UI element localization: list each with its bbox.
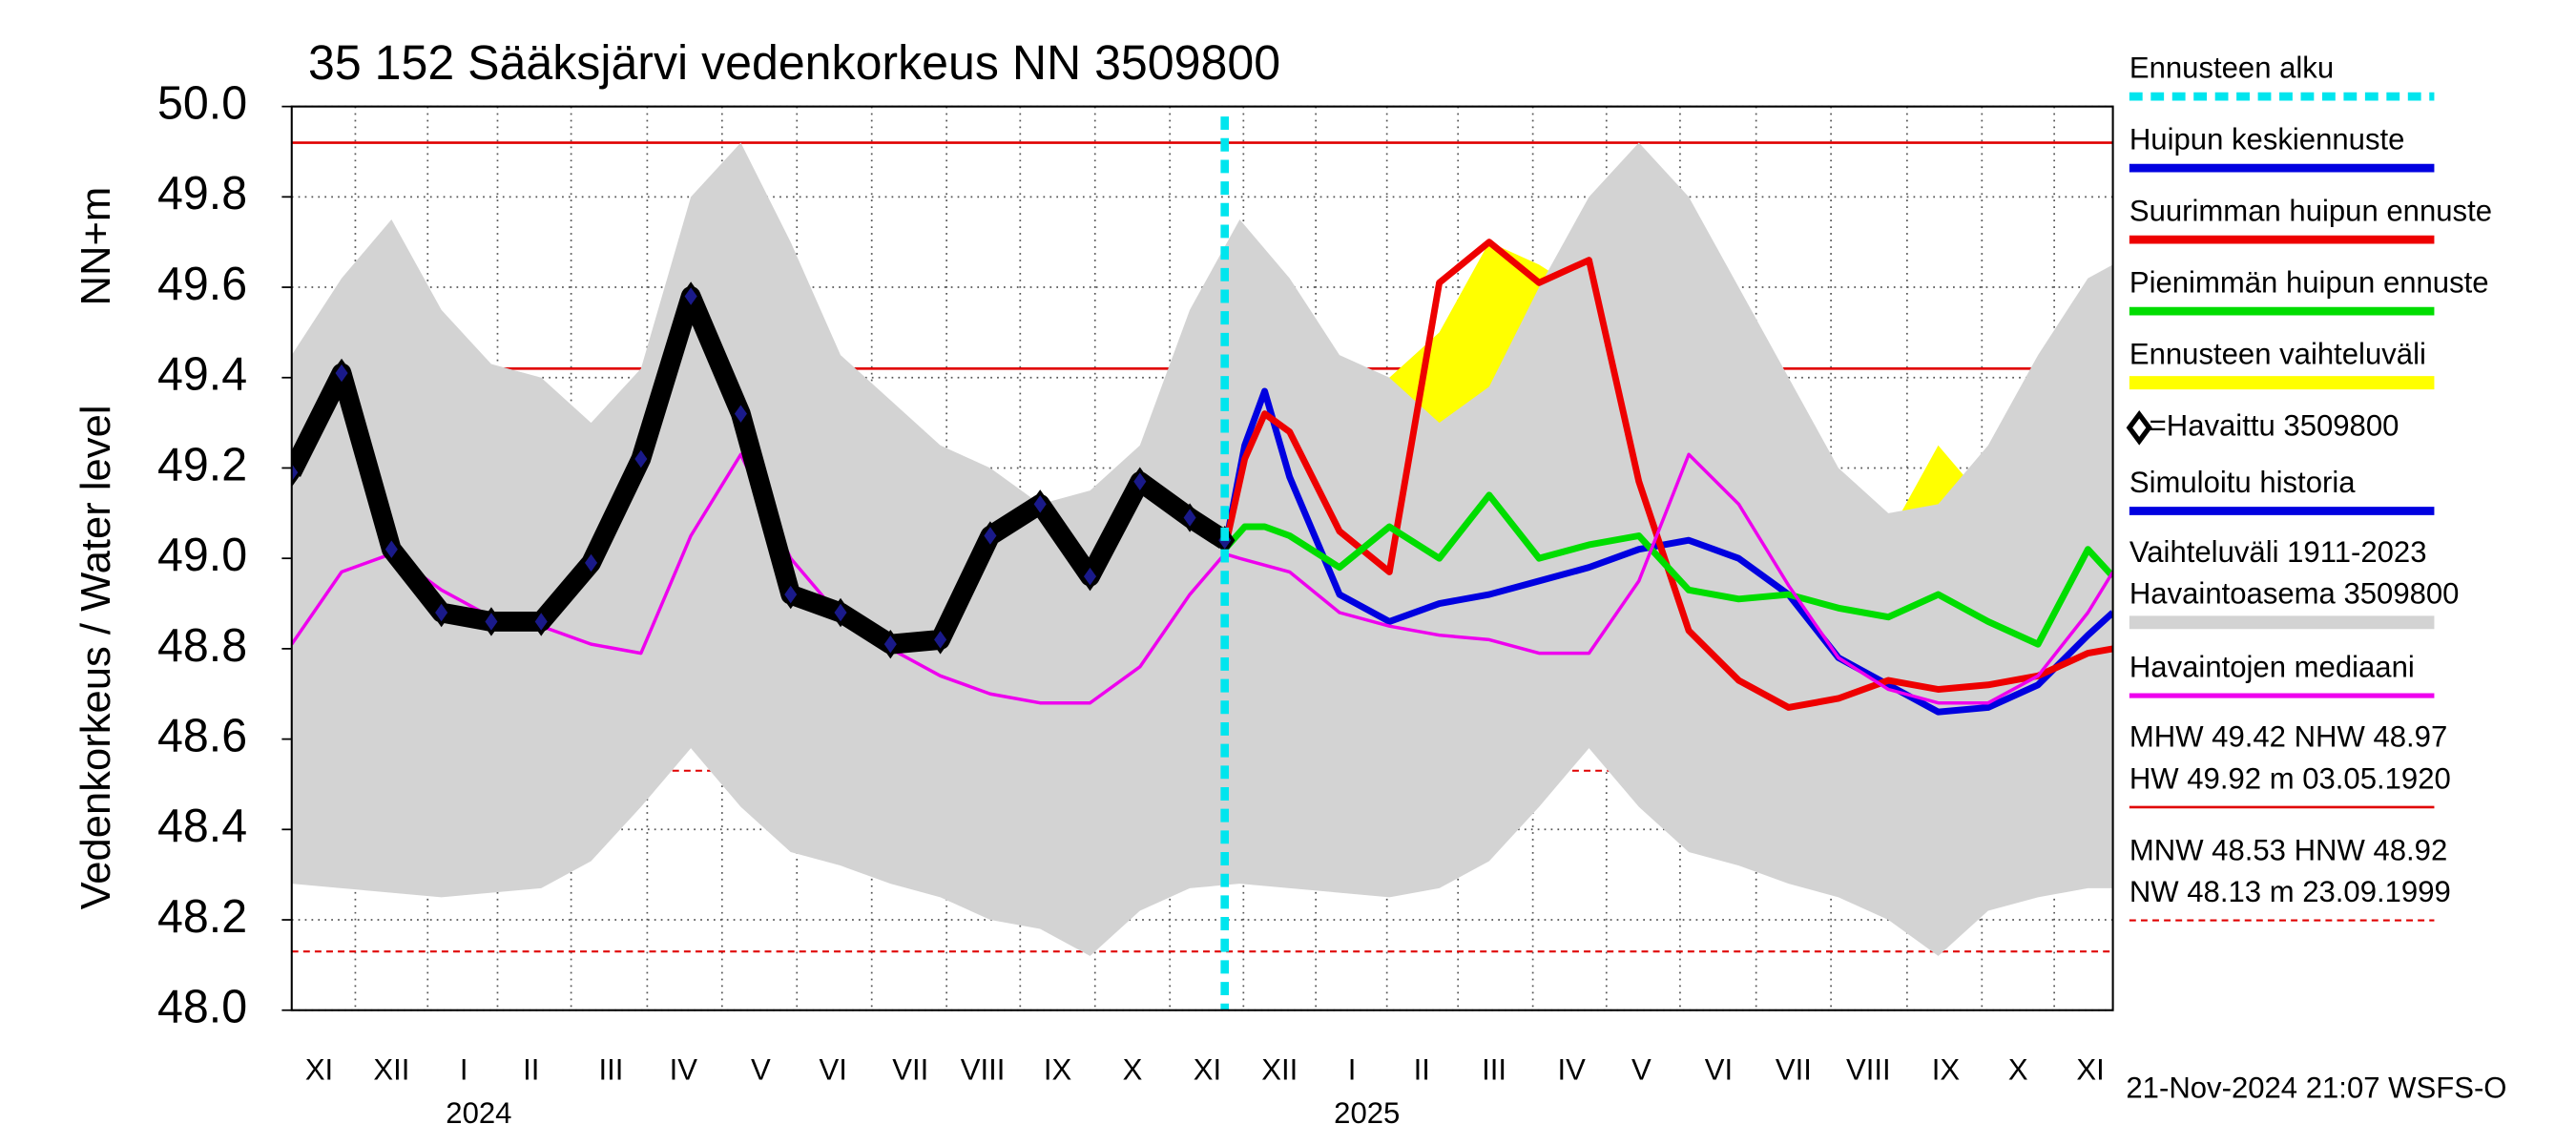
plot-area <box>291 142 2113 956</box>
x-tick-label: IX <box>1932 1052 1961 1086</box>
y-tick-label: 48.4 <box>157 801 247 852</box>
legend-label: Havaintojen mediaani <box>2129 650 2415 683</box>
x-tick-label: X <box>1123 1052 1143 1086</box>
observed-marker <box>430 597 452 628</box>
y-axis-unit: NN+m <box>73 187 119 306</box>
x-tick-label: V <box>751 1052 771 1086</box>
x-tick-label: VI <box>1705 1052 1733 1086</box>
observed-marker <box>580 548 602 578</box>
y-tick-label: 49.0 <box>157 530 247 581</box>
year-label: 2024 <box>446 1096 511 1130</box>
observed-marker <box>830 597 851 628</box>
x-tick-label: VI <box>819 1052 846 1086</box>
x-tick-label: VIII <box>1846 1052 1891 1086</box>
legend-label: Ennusteen vaihteluväli <box>2129 337 2426 370</box>
x-tick-label: XI <box>1194 1052 1221 1086</box>
y-tick-label: 48.0 <box>157 981 247 1032</box>
legend-label: Havaintoasema 3509800 <box>2129 577 2460 611</box>
x-tick-label: IX <box>1044 1052 1072 1086</box>
observed-marker <box>530 607 552 636</box>
x-tick-label: III <box>598 1052 623 1086</box>
x-tick-label: VII <box>1776 1052 1812 1086</box>
chart-title: 35 152 Sääksjärvi vedenkorkeus NN 350980… <box>308 35 1280 90</box>
x-tick-label: VII <box>892 1052 928 1086</box>
y-tick-label: 48.6 <box>157 710 247 761</box>
observed-marker <box>929 625 951 655</box>
observed-marker <box>1179 503 1200 532</box>
x-tick-label: XI <box>2076 1052 2104 1086</box>
x-tick-label: III <box>1482 1052 1506 1086</box>
series-line <box>1222 491 2113 648</box>
observed-marker <box>381 534 403 564</box>
observed-marker <box>980 521 1001 551</box>
y-tick-label: 48.2 <box>157 891 247 943</box>
year-label: 2025 <box>1334 1096 1400 1130</box>
legend-label: Ennusteen alku <box>2129 51 2334 84</box>
stats-text: NW 48.13 m 23.09.1999 <box>2129 875 2451 908</box>
stats-text: MHW 49.42 NHW 48.97 <box>2129 720 2447 754</box>
y-tick-label: 49.2 <box>157 439 247 490</box>
x-tick-label: V <box>1631 1052 1652 1086</box>
footer: 21-Nov-2024 21:07 WSFS-O <box>2126 1072 2506 1105</box>
x-tick-label: XII <box>373 1052 409 1086</box>
observed-marker <box>331 358 352 388</box>
x-tick-label: I <box>1348 1052 1357 1086</box>
series-line <box>1221 239 2113 711</box>
observed-marker <box>730 399 752 428</box>
x-tick-label: XII <box>1261 1052 1298 1086</box>
range-band <box>291 142 2113 956</box>
legend-label: Simuloitu historia <box>2129 466 2356 499</box>
y-axis-label: Vedenkorkeus / Water level <box>73 405 119 909</box>
y-tick-label: 50.0 <box>157 77 247 129</box>
x-tick-label: II <box>523 1052 539 1086</box>
observed-marker <box>880 629 902 659</box>
observed-marker <box>1029 489 1050 519</box>
x-tick-label: IV <box>1557 1052 1586 1086</box>
observed-marker <box>291 457 302 488</box>
legend-label: Suurimman huipun ennuste <box>2129 194 2492 227</box>
stats-text: HW 49.92 m 03.05.1920 <box>2129 761 2451 795</box>
y-tick-label: 48.8 <box>157 620 247 672</box>
y-tick-label: 49.8 <box>157 168 247 219</box>
observed-marker <box>1130 467 1151 496</box>
y-tick-label: 49.6 <box>157 259 247 310</box>
x-tick-label: II <box>1414 1052 1430 1086</box>
legend-label: =Havaittu 3509800 <box>2150 408 2399 442</box>
legend-label: Huipun keskiennuste <box>2129 122 2405 156</box>
observed-marker <box>481 607 502 636</box>
x-tick-label: VIII <box>961 1052 1006 1086</box>
observed-marker <box>631 444 652 474</box>
series-line <box>1221 387 2113 716</box>
legend-marker <box>2126 409 2152 446</box>
x-tick-label: X <box>2008 1052 2028 1086</box>
x-tick-label: I <box>460 1052 468 1086</box>
legend-label: Vaihteluväli 1911-2023 <box>2129 535 2427 569</box>
stats-text: MNW 48.53 HNW 48.92 <box>2129 833 2447 866</box>
x-tick-label: IV <box>670 1052 698 1086</box>
legend-label: Pienimmän huipun ennuste <box>2129 265 2489 299</box>
observed-marker <box>779 579 801 610</box>
x-tick-label: XI <box>305 1052 333 1086</box>
observed-marker <box>680 281 701 311</box>
y-tick-label: 49.4 <box>157 348 247 400</box>
observed-marker <box>1079 561 1101 592</box>
